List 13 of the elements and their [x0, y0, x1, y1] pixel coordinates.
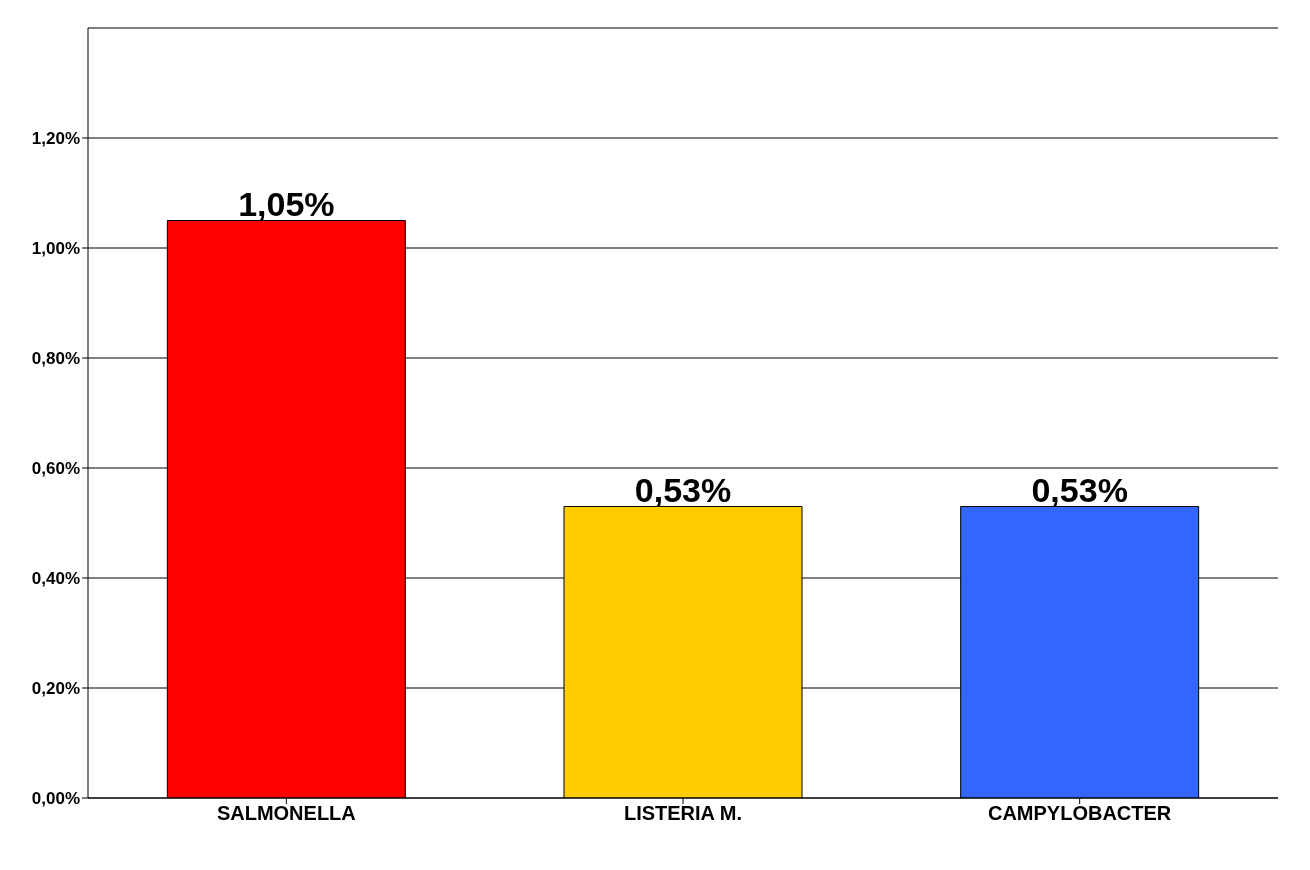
x-tick-label: CAMPYLOBACTER: [987, 802, 1172, 825]
y-tick-label: 1,00%: [31, 239, 80, 259]
y-tick-label: 0,40%: [31, 569, 80, 589]
y-tick-label: 0,20%: [31, 679, 80, 699]
y-tick-label: 1,20%: [31, 129, 80, 149]
data-label: 1,05%: [238, 184, 335, 223]
y-tick-label: 0,00%: [31, 789, 80, 809]
y-tick-label: 0,80%: [31, 349, 80, 369]
y-tick-label: 0,60%: [31, 459, 80, 479]
x-tick-label: SALMONELLA: [216, 802, 356, 825]
data-label: 0,53%: [634, 470, 732, 509]
data-label: 0,53%: [1031, 470, 1128, 509]
x-tick-label: LISTERIA M.: [623, 802, 743, 825]
